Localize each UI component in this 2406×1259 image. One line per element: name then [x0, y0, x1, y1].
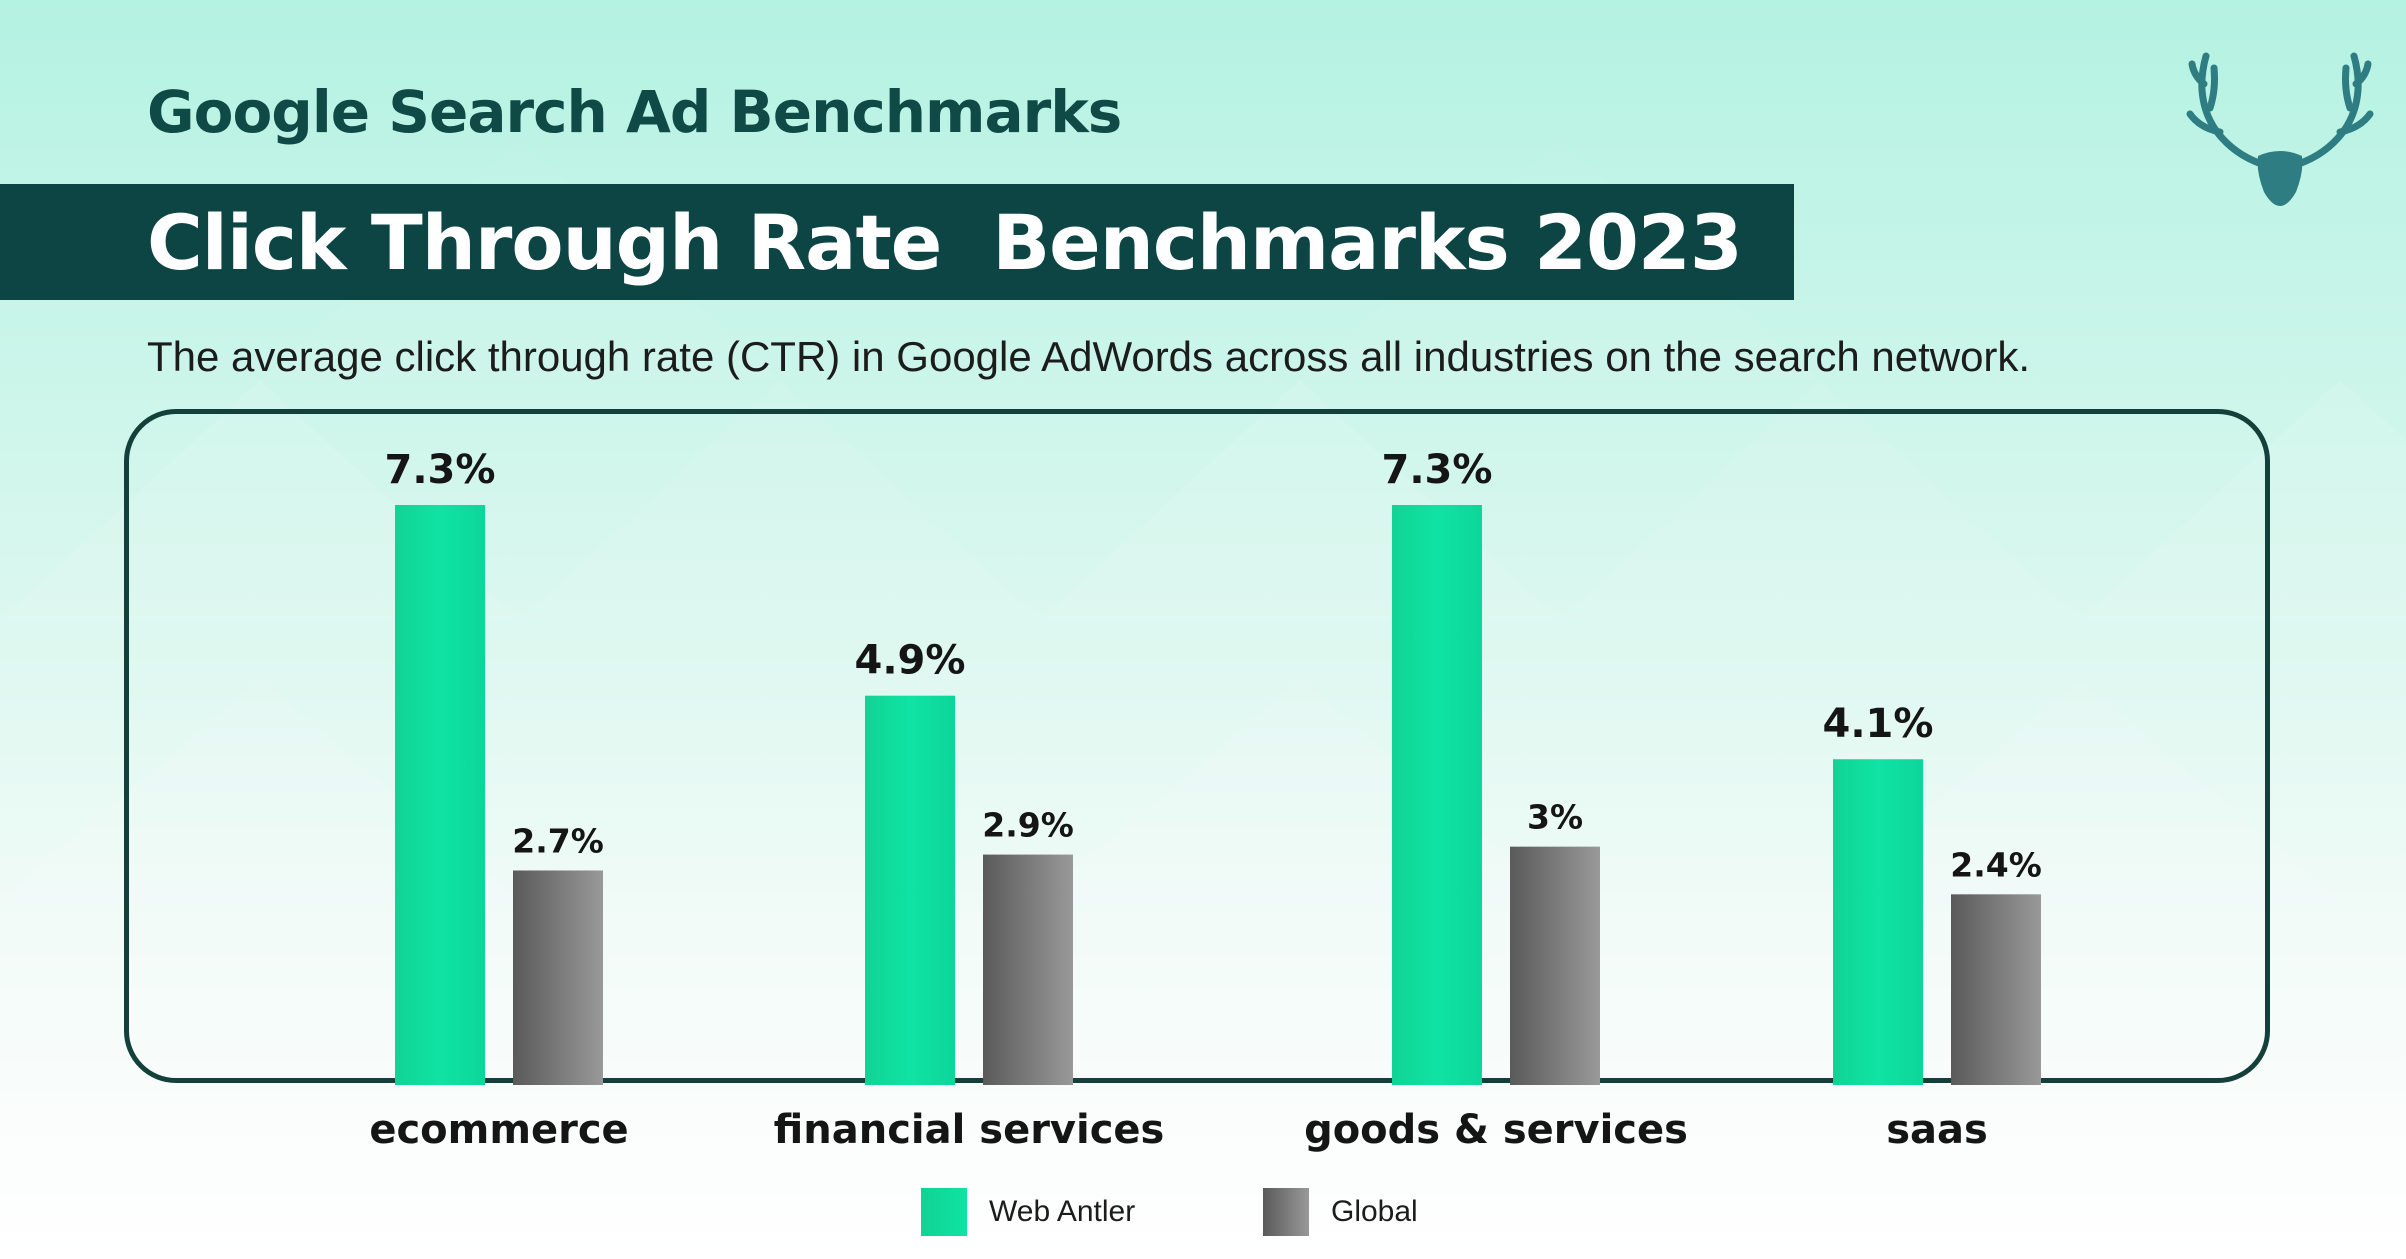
bar-web-antler-saas: [1833, 759, 1923, 1085]
data-label-web-antler-saas: 4.1%: [1823, 701, 1934, 747]
chart-legend: Web Antler Global: [0, 1188, 2406, 1238]
bar-global-ecommerce: [513, 870, 603, 1085]
bar-global-goods-and-services: [1510, 846, 1600, 1085]
bar-global-saas: [1951, 894, 2041, 1085]
legend-item-global: Global: [1263, 1188, 1418, 1236]
page-supertitle: Google Search Ad Benchmarks: [147, 78, 1122, 146]
bar-global-financial-services: [983, 854, 1073, 1085]
legend-label-web-antler: Web Antler: [989, 1195, 1136, 1228]
bar-web-antler-financial-services: [865, 695, 955, 1085]
category-label-ecommerce: ecommerce: [369, 1107, 628, 1153]
data-label-web-antler-ecommerce: 7.3%: [385, 447, 496, 493]
legend-item-web-antler: Web Antler: [921, 1188, 1135, 1236]
legend-swatch-web-antler: [921, 1188, 967, 1236]
page-subtitle: The average click through rate (CTR) in …: [147, 333, 2031, 380]
bar-web-antler-ecommerce: [395, 505, 485, 1085]
data-label-global-goods-and-services: 3%: [1527, 798, 1583, 837]
category-label-saas: saas: [1886, 1107, 1988, 1153]
category-label-goods-and-services: goods & services: [1304, 1107, 1688, 1153]
category-label-financial-services: financial services: [774, 1107, 1165, 1153]
data-label-global-ecommerce: 2.7%: [512, 821, 604, 860]
data-label-web-antler-goods-and-services: 7.3%: [1382, 447, 1493, 493]
legend-swatch-global: [1263, 1188, 1309, 1236]
chart-frame: [124, 409, 2270, 1083]
bar-web-antler-goods-and-services: [1392, 505, 1482, 1085]
data-label-global-saas: 2.4%: [1950, 845, 2042, 884]
title-band: [0, 184, 1794, 300]
deer-antler-icon: [2186, 52, 2374, 206]
legend-label-global: Global: [1331, 1195, 1418, 1228]
data-label-web-antler-financial-services: 4.9%: [855, 638, 966, 684]
page-title: Click Through Rate Benchmarks 2023: [147, 198, 1743, 287]
data-label-global-financial-services: 2.9%: [982, 806, 1074, 845]
